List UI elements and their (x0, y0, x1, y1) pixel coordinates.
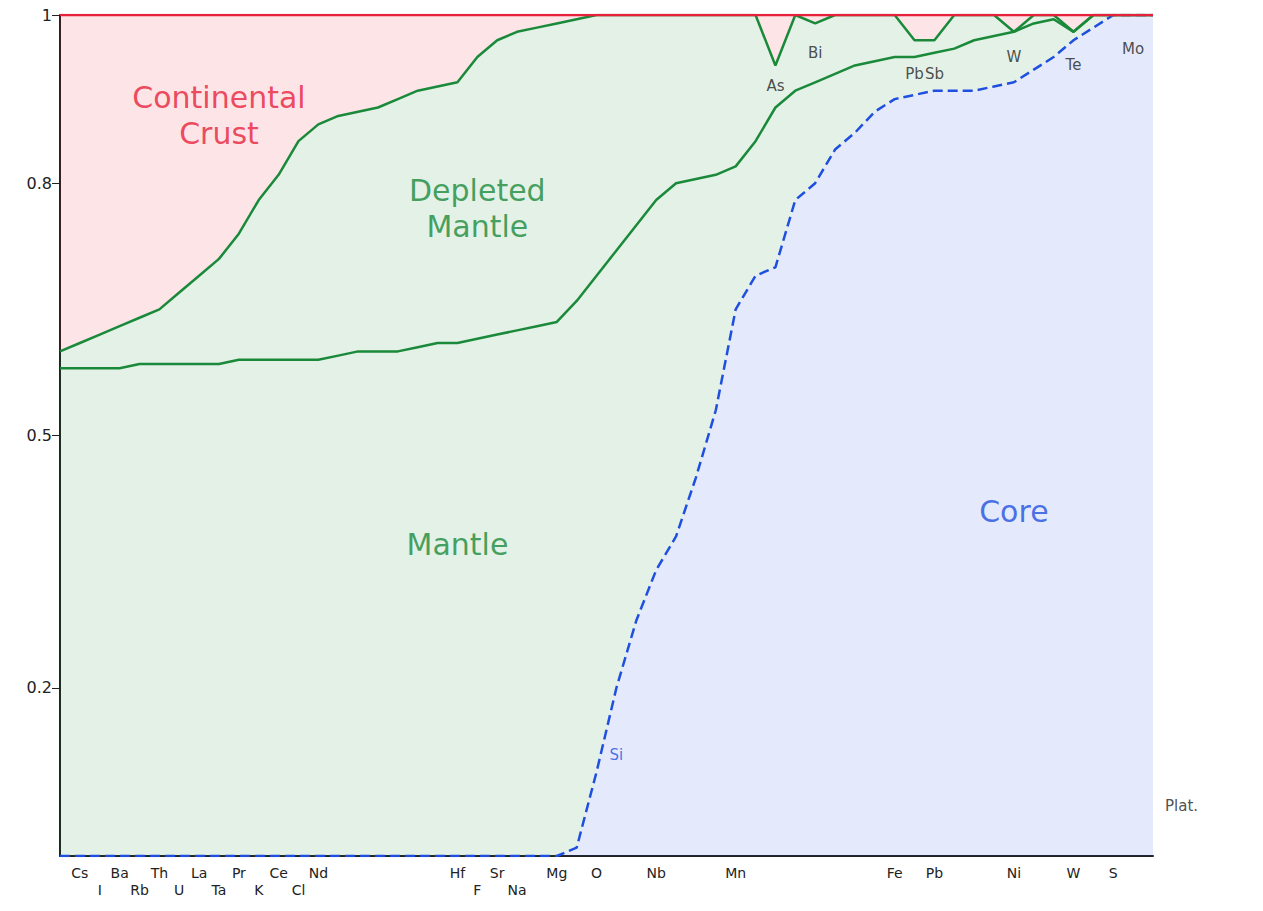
svg-text:Cl: Cl (292, 882, 306, 898)
svg-text:0.8: 0.8 (27, 174, 52, 193)
svg-text:0.5: 0.5 (27, 426, 52, 445)
svg-text:Mantle: Mantle (426, 209, 528, 244)
svg-text:Continental: Continental (132, 80, 305, 115)
svg-text:Pr: Pr (232, 865, 246, 881)
svg-text:Te: Te (1065, 56, 1082, 74)
svg-text:Ba: Ba (111, 865, 129, 881)
svg-text:Pb: Pb (905, 65, 924, 83)
svg-text:Si: Si (610, 746, 624, 764)
svg-text:Ce: Ce (269, 865, 287, 881)
svg-text:As: As (766, 77, 784, 95)
svg-text:Th: Th (150, 865, 168, 881)
svg-text:Cs: Cs (71, 865, 88, 881)
svg-text:S: S (1109, 865, 1118, 881)
svg-text:W: W (1067, 865, 1081, 881)
svg-text:Mantle: Mantle (407, 527, 509, 562)
svg-text:Depleted: Depleted (409, 173, 546, 208)
svg-text:Sb: Sb (925, 65, 944, 83)
svg-text:Crust: Crust (179, 116, 259, 151)
svg-text:O: O (591, 865, 602, 881)
svg-text:Sr: Sr (490, 865, 505, 881)
svg-text:U: U (174, 882, 184, 898)
svg-text:Ni: Ni (1007, 865, 1021, 881)
svg-text:I: I (98, 882, 102, 898)
svg-text:Na: Na (508, 882, 527, 898)
svg-text:Fe: Fe (887, 865, 903, 881)
svg-text:Nd: Nd (309, 865, 328, 881)
svg-text:Mo: Mo (1122, 40, 1144, 58)
svg-text:K: K (254, 882, 264, 898)
svg-text:Mg: Mg (546, 865, 567, 881)
svg-text:F: F (473, 882, 481, 898)
svg-text:Bi: Bi (808, 44, 822, 62)
svg-text:0.2: 0.2 (27, 678, 52, 697)
svg-text:Plat.: Plat. (1165, 797, 1198, 815)
svg-text:Hf: Hf (450, 865, 467, 881)
svg-text:Core: Core (979, 494, 1048, 529)
svg-text:Rb: Rb (130, 882, 149, 898)
svg-text:1: 1 (42, 6, 52, 25)
svg-text:Ta: Ta (211, 882, 227, 898)
svg-text:Pb: Pb (926, 865, 943, 881)
svg-text:Mn: Mn (725, 865, 746, 881)
svg-text:W: W (1006, 48, 1021, 66)
svg-text:La: La (191, 865, 207, 881)
svg-text:Nb: Nb (647, 865, 666, 881)
